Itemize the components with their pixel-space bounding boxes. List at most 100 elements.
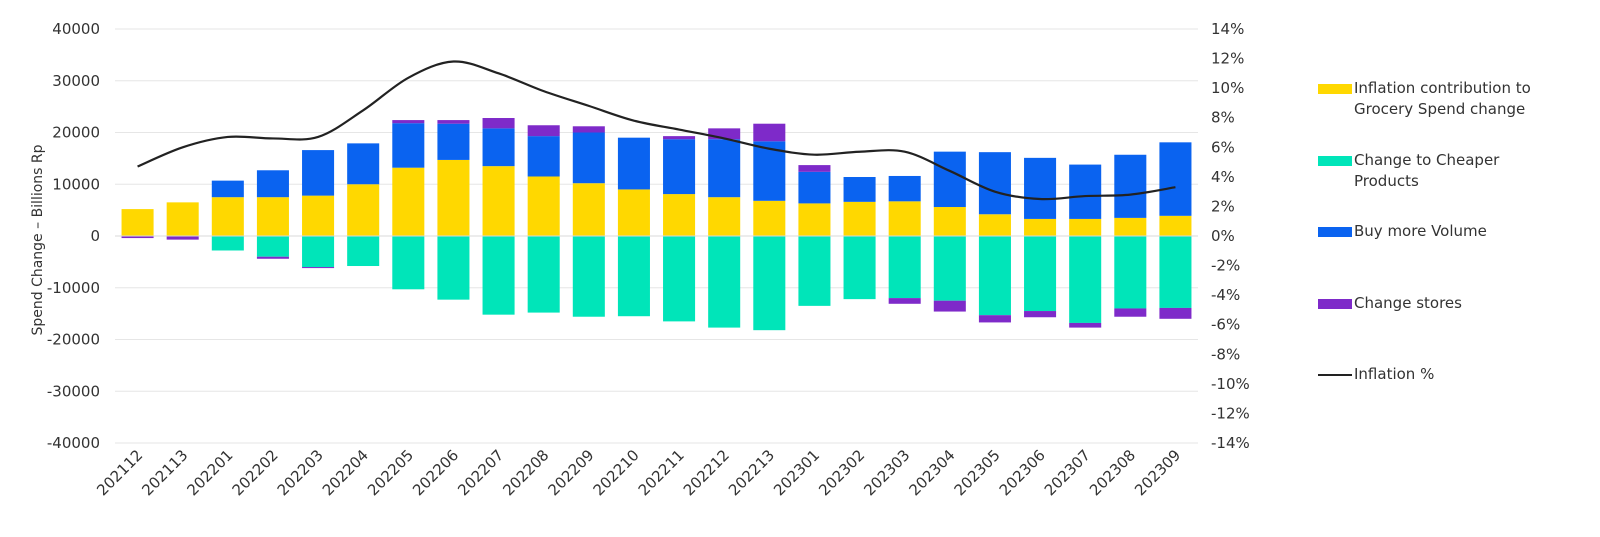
y-tick-label: 20000 — [52, 124, 100, 142]
bar-segment — [798, 165, 831, 172]
x-tick-label: 202306 — [996, 446, 1049, 499]
x-tick-label: 202307 — [1041, 446, 1094, 499]
bar-segment — [753, 200, 786, 236]
y2-tick-label: 14% — [1211, 20, 1244, 38]
y-tick-label: 0 — [90, 227, 100, 245]
y2-tick-label: 4% — [1211, 168, 1235, 186]
bar-segment — [256, 256, 289, 259]
legend-item-buy-more-volume: Buy more Volume — [1318, 221, 1554, 242]
bar-segment — [1069, 236, 1102, 323]
bar-segment — [437, 120, 470, 124]
bar-segment — [302, 150, 335, 196]
y2-tick-label: -2% — [1211, 257, 1240, 275]
y2-tick-label: -10% — [1211, 375, 1250, 393]
y-tick-label: -30000 — [47, 382, 100, 400]
bar-segment — [211, 197, 244, 236]
bar-segment — [663, 194, 696, 236]
y-tick-label: -10000 — [47, 279, 100, 297]
y2-tick-label: 12% — [1211, 50, 1244, 68]
legend-swatch — [1318, 84, 1352, 94]
legend-swatch — [1318, 156, 1352, 166]
x-tick-label: 202211 — [635, 446, 688, 499]
x-tick-label: 202303 — [860, 446, 913, 499]
bar-segment — [437, 236, 470, 300]
bar-segment — [1024, 311, 1057, 318]
y2-tick-label: -8% — [1211, 345, 1240, 363]
legend-item-change-stores: Change stores — [1318, 293, 1554, 314]
bar-segment — [933, 236, 966, 301]
legend-label: Inflation % — [1354, 365, 1435, 383]
y2-tick-label: 8% — [1211, 109, 1235, 127]
bars — [115, 118, 1198, 331]
bar-segment — [121, 236, 154, 239]
bar-segment — [1114, 154, 1147, 218]
legend-label: Inflation contribution to Grocery Spend … — [1354, 79, 1531, 118]
bar-segment — [256, 170, 289, 198]
y-tick-label: 10000 — [52, 175, 100, 193]
bar-segment — [1159, 215, 1192, 236]
bar-segment — [888, 201, 921, 236]
x-tick-label: 202212 — [680, 446, 733, 499]
bar-segment — [392, 236, 425, 290]
bar-segment — [843, 177, 876, 202]
x-axis: 2021122021132022012022022022032022042022… — [93, 446, 1184, 499]
bar-segment — [211, 236, 244, 251]
x-tick-label: 202203 — [274, 446, 327, 499]
x-tick-label: 202302 — [815, 446, 868, 499]
y2-tick-label: 2% — [1211, 197, 1235, 215]
x-tick-label: 202308 — [1086, 446, 1139, 499]
bar-segment — [1114, 236, 1147, 309]
bar-segment — [753, 236, 786, 331]
y2-axis: 14% 12% 10% 8% 6% 4% 2% 0% -2% -4% -6% -8% -10% -12% -… — [1211, 20, 1250, 452]
bar-segment — [888, 298, 921, 304]
bar-segment — [572, 183, 605, 236]
bar-segment — [1114, 308, 1147, 317]
bar-segment — [347, 143, 380, 185]
y2-tick-label: 0% — [1211, 227, 1235, 245]
bar-segment — [978, 214, 1011, 236]
bar-segment — [211, 180, 244, 198]
x-tick-label: 202304 — [905, 446, 958, 499]
bar-segment — [663, 136, 696, 140]
bar-segment — [572, 236, 605, 317]
inflation-line — [137, 60, 1176, 201]
x-tick-label: 202309 — [1131, 446, 1184, 499]
bar-segment — [482, 128, 515, 167]
bar-segment — [663, 236, 696, 322]
bar-segment — [302, 195, 335, 236]
legend-label: Change to Cheaper Products — [1354, 151, 1500, 190]
bar-segment — [527, 236, 560, 313]
bar-segment — [347, 236, 380, 267]
bar-segment — [888, 236, 921, 299]
bar-segment — [753, 123, 786, 142]
bar-segment — [708, 128, 741, 140]
bar-segment — [256, 197, 289, 236]
y2-tick-label: 6% — [1211, 138, 1235, 156]
bar-segment — [572, 126, 605, 133]
bar-segment — [1069, 218, 1102, 236]
x-tick-label: 202112 — [93, 446, 146, 499]
y-tick-label: 30000 — [52, 72, 100, 90]
y2-tick-label: -6% — [1211, 316, 1240, 334]
bar-segment — [1024, 236, 1057, 312]
bar-segment — [708, 197, 741, 236]
legend-item-inflation-pct: Inflation % — [1318, 364, 1554, 385]
y2-tick-label: -14% — [1211, 434, 1250, 452]
y-tick-label: -40000 — [47, 434, 100, 452]
bar-segment — [798, 171, 831, 204]
legend-swatch — [1318, 227, 1352, 237]
bar-segment — [302, 236, 335, 268]
bar-segment — [392, 167, 425, 236]
y-tick-label: 40000 — [52, 20, 100, 38]
x-tick-label: 202210 — [590, 446, 643, 499]
y2-tick-label: -4% — [1211, 286, 1240, 304]
bar-segment — [166, 202, 199, 236]
x-tick-label: 202206 — [409, 446, 462, 499]
x-tick-label: 202301 — [770, 446, 823, 499]
bar-segment — [256, 236, 289, 257]
bar-segment — [392, 123, 425, 168]
x-tick-label: 202213 — [725, 446, 778, 499]
bar-segment — [978, 152, 1011, 215]
x-tick-label: 202305 — [951, 446, 1004, 499]
bar-segment — [527, 125, 560, 137]
